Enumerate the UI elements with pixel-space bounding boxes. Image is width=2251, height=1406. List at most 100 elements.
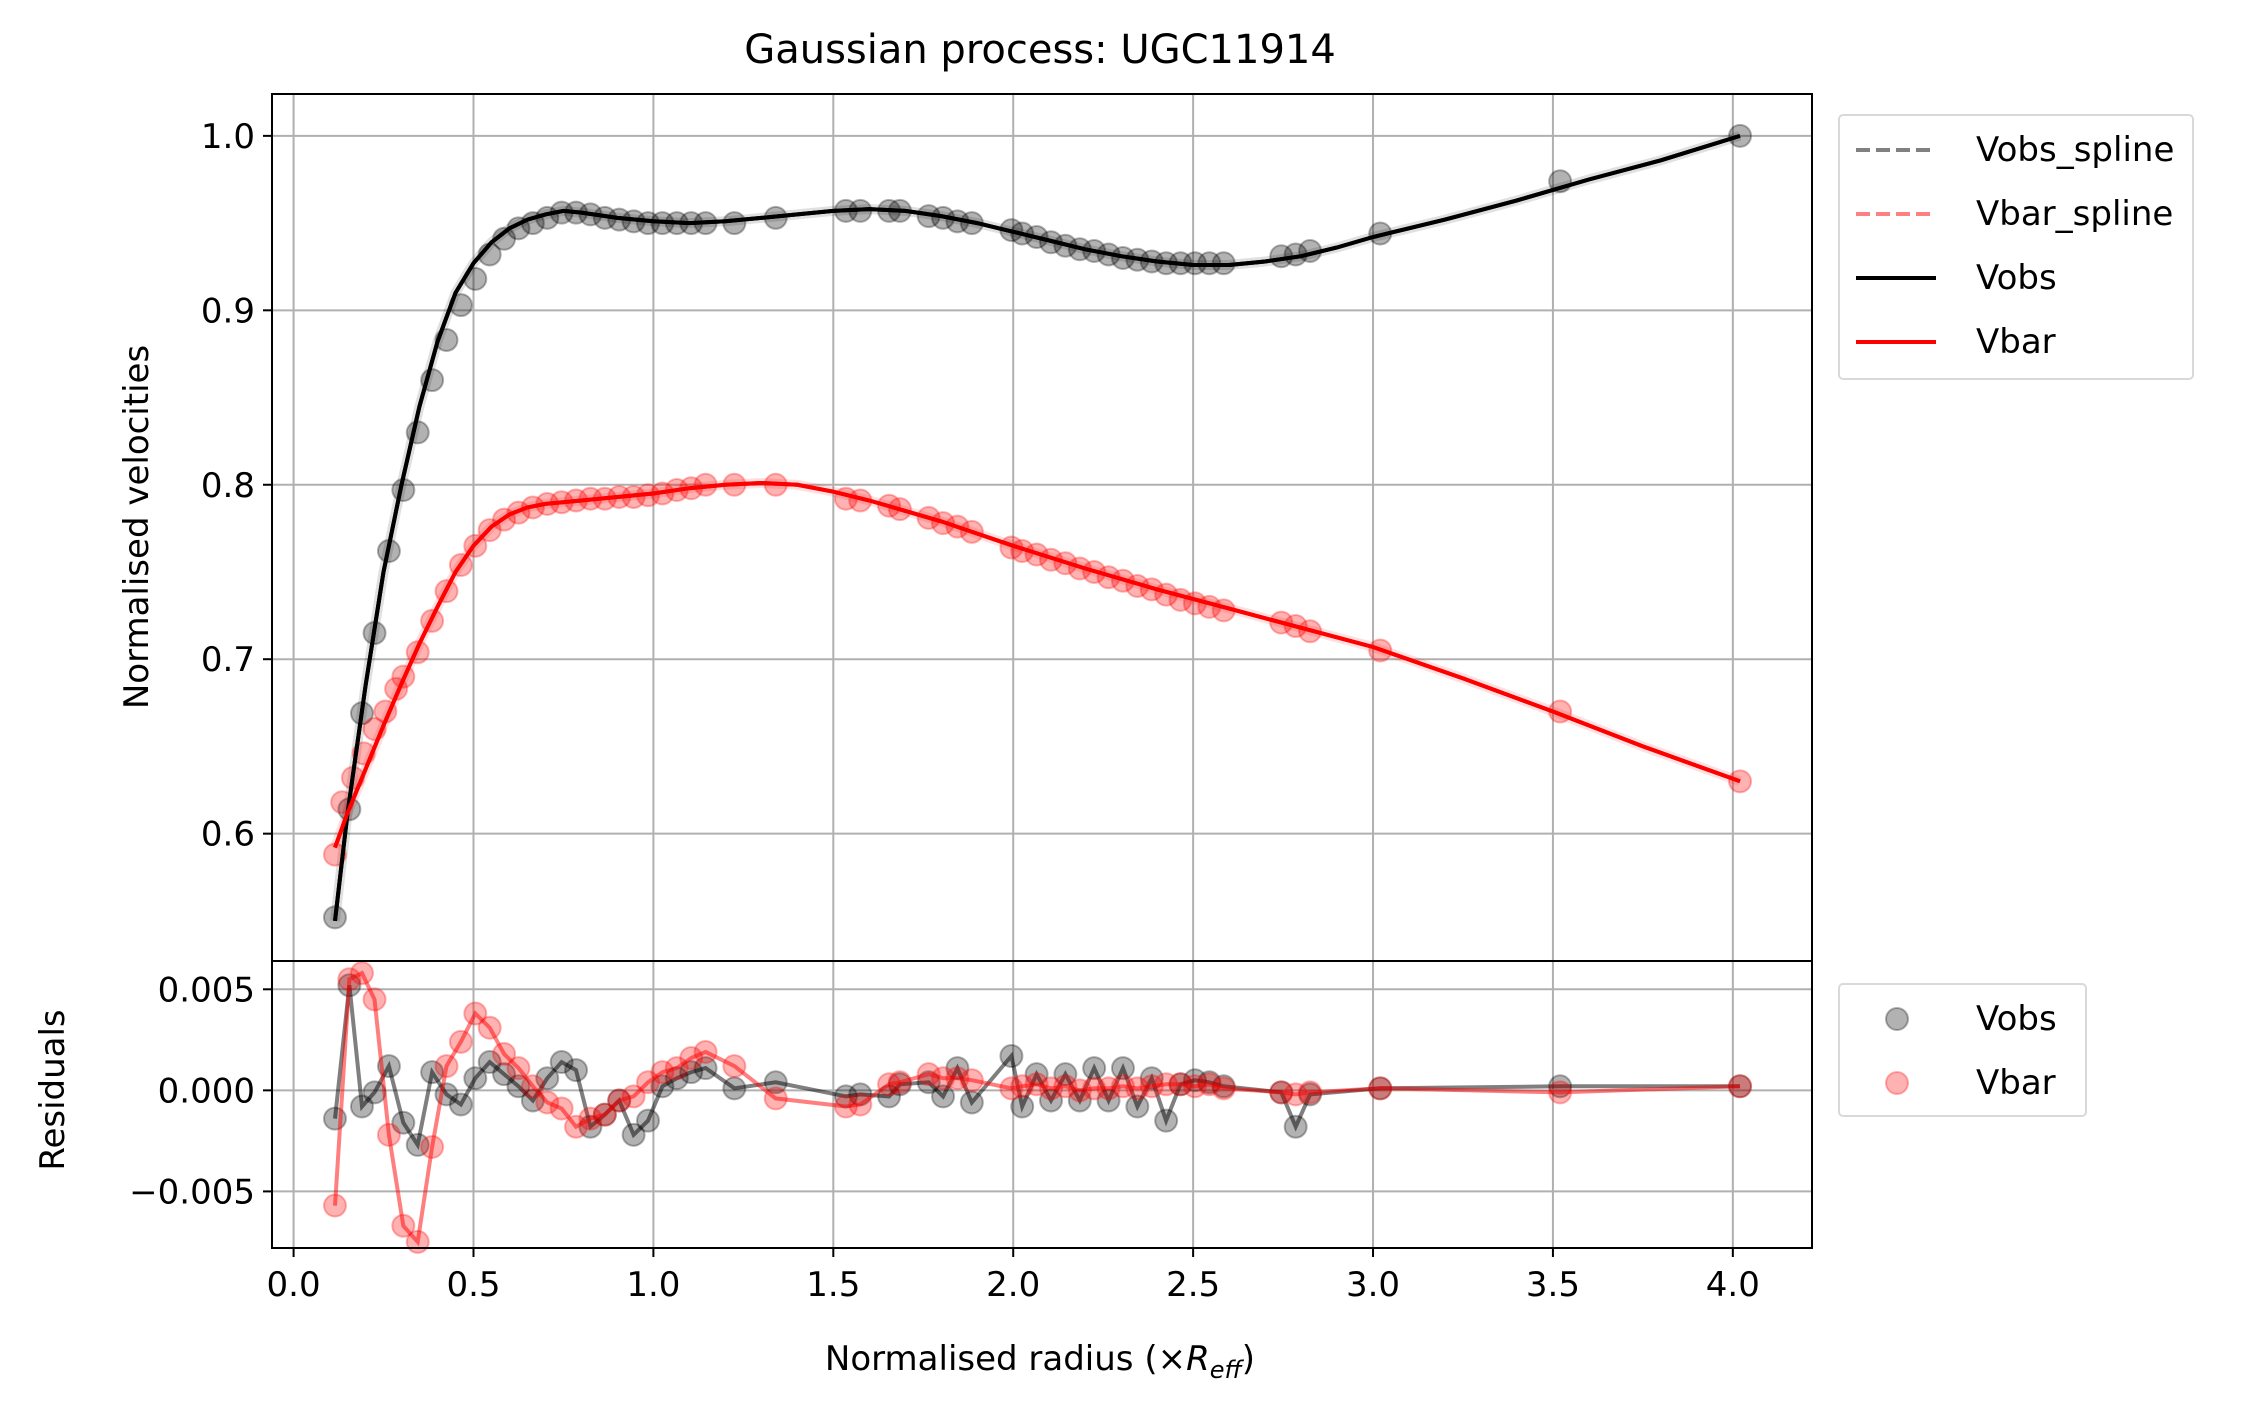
residual-point-vbar: [887, 1070, 912, 1095]
main-y-axis-label: Normalised velocities: [117, 345, 157, 709]
residual-point-vbar: [405, 1229, 430, 1254]
residual-legend-handle: [1885, 1007, 1909, 1031]
residual-point-vbar: [636, 1070, 661, 1095]
residual-point-vbar: [1368, 1076, 1393, 1101]
residual-point-vbar: [1024, 1072, 1049, 1097]
x-tick-label: 1.0: [626, 1265, 680, 1305]
residual-point-vbar: [420, 1134, 445, 1159]
residual-point-vbar: [1154, 1072, 1179, 1097]
main-legend-handle: [1856, 340, 1936, 344]
residual-point-vbar: [1548, 1080, 1573, 1105]
residual-point-vbar: [664, 1056, 689, 1081]
residual-legend-label: Vobs: [1976, 999, 2057, 1039]
residual-point-vbar: [477, 1015, 502, 1040]
residual-point-vbar: [1010, 1074, 1035, 1099]
residual-point-vobs: [420, 1060, 445, 1085]
residual-point-vobs: [763, 1070, 788, 1095]
x-tick-label: 3.0: [1346, 1265, 1400, 1305]
residual-point-vobs: [506, 1074, 531, 1099]
residual-legend-label: Vbar: [1976, 1063, 2056, 1103]
x-tick-label: 1.5: [806, 1265, 860, 1305]
residual-point-vobs: [1154, 1108, 1179, 1133]
residual-grid: [272, 961, 1812, 1248]
residual-point-vbar: [535, 1090, 560, 1115]
residual-point-vobs: [1082, 1056, 1107, 1081]
residual-point-vbar: [959, 1068, 984, 1093]
main-legend: Vobs_spline Vbar_spline Vobs Vbar: [1838, 114, 2194, 380]
main-y-tick-label: 0.7: [201, 640, 255, 680]
residual-point-vbar: [549, 1096, 574, 1121]
residual-point-vobs: [1010, 1094, 1035, 1119]
residual-point-vbar: [592, 1102, 617, 1127]
x-tick-label: 0.5: [446, 1265, 500, 1305]
residual-point-vbar: [722, 1054, 747, 1079]
residual-point-vbar: [650, 1060, 675, 1085]
residual-point-vobs: [650, 1074, 675, 1099]
main-legend-label: Vbar: [1976, 322, 2056, 362]
data-point-vbar: [1728, 769, 1753, 794]
residual-point-vbar: [349, 961, 374, 986]
residual-point-vobs: [564, 1058, 589, 1083]
main-y-tick-label: 0.9: [201, 291, 255, 331]
residual-point-vbar: [1728, 1074, 1753, 1099]
main-grid: [272, 94, 1812, 961]
residual-point-vbar: [916, 1062, 941, 1087]
residual-point-vbar: [877, 1072, 902, 1097]
residual-point-vbar: [322, 1193, 347, 1218]
x-tick-label: 3.5: [1526, 1265, 1580, 1305]
curve-top-vobs: [333, 133, 1741, 922]
main-y-tick-label: 0.8: [201, 466, 255, 506]
residual-point-vbar: [1197, 1072, 1222, 1097]
residual-point-vbar: [693, 1039, 718, 1064]
main-y-tick-label: 0.6: [201, 815, 255, 855]
residual-legend: Vobs Vbar: [1838, 983, 2087, 1117]
main-legend-label: Vobs: [1976, 258, 2057, 298]
residual-point-vobs: [722, 1076, 747, 1101]
residual-point-vobs: [621, 1122, 646, 1147]
residual-point-vobs: [535, 1066, 560, 1091]
residual-point-vbar: [833, 1094, 858, 1119]
residual-point-vobs: [477, 1050, 502, 1075]
residual-point-vobs: [463, 1066, 488, 1091]
residual-point-vobs: [1125, 1094, 1150, 1119]
x-tick-label: 2.5: [1166, 1265, 1220, 1305]
main-y-ticks: 0.6 0.7 0.8 0.9 1.0: [201, 117, 272, 855]
residual-point-vbar: [621, 1084, 646, 1109]
residual-line-vobs: [333, 985, 1740, 1151]
residual-point-vbar: [1182, 1074, 1207, 1099]
main-legend-label: Vobs_spline: [1976, 130, 2175, 170]
residual-x-ticks: 0.0 0.5 1.0 1.5 2.0 2.5 3.0 3.5 4.0: [267, 1248, 1760, 1305]
residual-point-vbar: [1053, 1074, 1078, 1099]
residual-point-vbar: [448, 1029, 473, 1054]
residual-point-vbar: [763, 1086, 788, 1111]
residual-point-vbar: [1067, 1078, 1092, 1103]
residual-point-vbar: [679, 1046, 704, 1071]
residual-point-vbar: [1168, 1072, 1193, 1097]
residual-point-vobs: [1110, 1056, 1135, 1081]
residual-point-vbar: [463, 1001, 488, 1026]
residual-point-vbar: [1298, 1080, 1323, 1105]
residual-y-tick-label: −0.005: [129, 1172, 255, 1212]
x-tick-label: 0.0: [267, 1265, 321, 1305]
residual-y-ticks: −0.005 0.000 0.005: [129, 970, 272, 1212]
residual-point-vobs: [693, 1056, 718, 1081]
residual-point-vbar: [1125, 1076, 1150, 1101]
residual-point-vobs: [391, 1110, 416, 1135]
residual-point-vbar: [1110, 1074, 1135, 1099]
residual-y-axis-label: Residuals: [33, 1009, 73, 1170]
main-legend-label: Vbar_spline: [1976, 194, 2174, 234]
residual-point-vbar: [337, 967, 362, 992]
residual-legend-handle: [1885, 1071, 1909, 1095]
data-point-vobs: [1728, 123, 1753, 148]
residual-point-vbar: [578, 1106, 603, 1131]
residual-point-vobs: [549, 1050, 574, 1075]
residual-point-vbar: [362, 987, 387, 1012]
residual-point-vbar: [376, 1122, 401, 1147]
x-axis-label: Normalised radius (×Reff): [825, 1339, 1255, 1384]
residual-plot: −0.005 0.000 0.005 0.0 0.5 1.0 1.5 2.0 2.5 3.0 3.…: [33, 960, 1813, 1384]
x-tick-label: 2.0: [986, 1265, 1040, 1305]
residual-point-vbar: [492, 1041, 517, 1066]
residual-point-vbar: [607, 1088, 632, 1113]
residual-point-vbar: [520, 1074, 545, 1099]
residual-point-vobs: [636, 1108, 661, 1133]
